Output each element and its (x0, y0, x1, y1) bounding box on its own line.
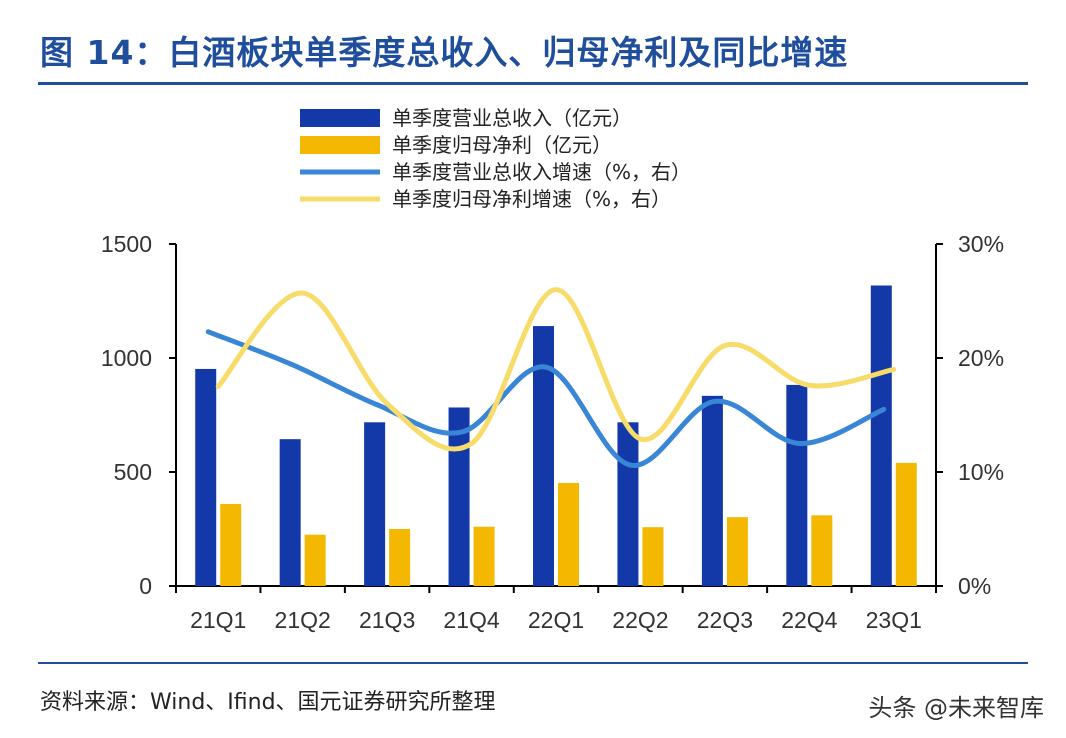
profit-bar (726, 517, 748, 586)
profit-bar (895, 462, 917, 586)
footer-divider (38, 662, 1028, 664)
revenue-growth-line (205, 329, 887, 468)
x-tick-label: 21Q3 (359, 607, 415, 633)
revenue-bar (364, 422, 386, 586)
legend-label: 单季度营业总收入增速（%，右） (392, 160, 691, 184)
profit-growth-line (215, 287, 897, 452)
x-tick-label: 22Q4 (781, 607, 837, 633)
x-tick-label: 22Q3 (697, 607, 753, 633)
y-left-tick-label: 0 (139, 573, 152, 599)
y-left-tick-label: 500 (114, 459, 152, 485)
revenue-bar (448, 407, 470, 586)
x-tick-label: 21Q4 (443, 607, 499, 633)
revenue-bar (870, 285, 892, 586)
legend: 单季度营业总收入（亿元） 单季度归母净利（亿元） 单季度营业总收入增速（%，右） 单季… (300, 106, 691, 211)
y-right-tick-label: 20% (958, 345, 1004, 371)
lines (205, 287, 897, 468)
x-tick-label: 21Q1 (190, 607, 246, 633)
revenue-bar (279, 439, 301, 586)
bars (195, 285, 917, 586)
y-right-tick-label: 30% (958, 231, 1004, 257)
x-tick-label: 22Q1 (528, 607, 584, 633)
profit-bar (304, 534, 326, 586)
watermark: 头条 @未来智库 (868, 694, 1044, 722)
revenue-bar (533, 326, 554, 586)
title-divider (38, 82, 1028, 85)
revenue-bar (195, 368, 217, 586)
source-note: 资料来源：Wind、Ifind、国元证券研究所整理 (40, 690, 496, 715)
profit-bar (473, 526, 495, 586)
legend-label: 单季度归母净利增速（%，右） (392, 187, 671, 211)
legend-label: 单季度归母净利（亿元） (392, 133, 612, 157)
axes (169, 243, 943, 593)
y-right-tick-label: 10% (958, 459, 1004, 485)
profit-bar (558, 482, 579, 586)
revenue-bar (786, 384, 808, 586)
profit-bar (220, 503, 242, 586)
legend-profit-swatch (300, 136, 380, 154)
x-tick-label: 23Q1 (866, 607, 922, 633)
revenue-bar (617, 422, 639, 586)
profit-bar (642, 527, 664, 586)
chart: 单季度营业总收入（亿元） 单季度归母净利（亿元） 单季度营业总收入增速（%，右） 单季… (101, 106, 1004, 633)
legend-label: 单季度营业总收入（亿元） (392, 106, 632, 130)
y-left-tick-label: 1500 (101, 231, 152, 257)
profit-bar (811, 515, 833, 586)
x-tick-label: 22Q2 (612, 607, 668, 633)
legend-revenue-swatch (300, 109, 380, 127)
x-tick-label: 21Q2 (275, 607, 331, 633)
profit-bar (389, 529, 411, 586)
y-left-tick-label: 1000 (101, 345, 152, 371)
y-right-tick-label: 0% (958, 573, 991, 599)
tick-labels: 0 500 1000 1500 0% 10% 20% 30% 21Q1 21Q2 21Q3 21Q4 2… (101, 231, 1004, 633)
chart-title: 图 14：白酒板块单季度总收入、归母净利及同比增速 (40, 33, 849, 72)
revenue-bar (701, 395, 723, 586)
